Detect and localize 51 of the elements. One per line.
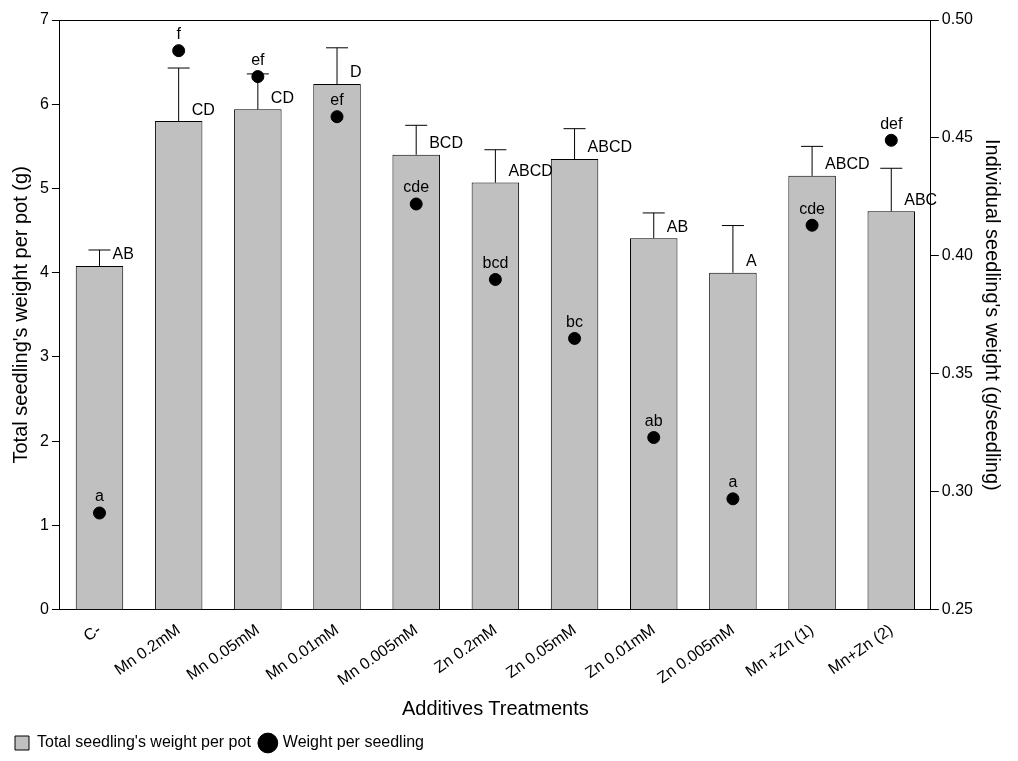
y2-tick-label: 0.40 xyxy=(941,246,974,264)
point xyxy=(488,272,502,286)
data-label: cde xyxy=(799,199,826,217)
x-axis-title: Additives Treatments xyxy=(402,696,589,719)
y-tick-label: 0 xyxy=(39,600,49,618)
y-tick-label: 3 xyxy=(39,347,49,365)
y2-tick-label: 0.45 xyxy=(941,128,974,146)
data-label: CD xyxy=(191,100,215,118)
point xyxy=(647,431,661,445)
x-tick-label: Mn +Zn (1) xyxy=(742,620,817,680)
x-tick-label: C- xyxy=(80,620,104,645)
y-tick-label: 6 xyxy=(39,94,49,112)
data-label: AB xyxy=(666,217,689,235)
data-label: ABCD xyxy=(587,138,633,156)
data-label: def xyxy=(880,114,903,132)
data-label: ab xyxy=(644,411,663,429)
data-label: a xyxy=(95,487,105,505)
data-label: f xyxy=(176,25,182,43)
point xyxy=(568,331,582,345)
y2-tick-label: 0.50 xyxy=(941,10,974,28)
y2-tick-label: 0.35 xyxy=(941,364,974,382)
data-label: ABCD xyxy=(825,155,870,173)
data-label: a xyxy=(728,473,738,491)
data-label: ef xyxy=(251,51,266,69)
data-label: CD xyxy=(270,88,294,106)
legend-label: Total seedling's weight per pot xyxy=(37,733,252,751)
data-label: AB xyxy=(112,245,134,263)
data-label: ef xyxy=(330,91,345,109)
data-label: bc xyxy=(566,312,584,330)
y2-axis-title: Individual seedling's weight (g/seedling) xyxy=(982,138,1005,491)
data-label: bcd xyxy=(482,253,509,271)
point xyxy=(172,44,186,58)
y-tick-label: 2 xyxy=(39,431,49,449)
legend-label: Weight per seedling xyxy=(282,733,424,751)
point xyxy=(884,133,898,147)
point xyxy=(409,197,423,211)
data-label: BCD xyxy=(429,134,463,152)
point xyxy=(805,218,819,232)
data-label: A xyxy=(745,252,757,270)
point xyxy=(330,110,344,124)
y-tick-label: 7 xyxy=(39,10,49,28)
y2-tick-label: 0.30 xyxy=(941,482,974,500)
y-tick-label: 5 xyxy=(39,178,49,196)
point xyxy=(92,506,106,520)
data-label: cde xyxy=(403,178,430,196)
point xyxy=(726,492,740,506)
y-tick-label: 4 xyxy=(39,263,49,281)
y2-tick-label: 0.25 xyxy=(941,600,974,618)
y-axis-title: Total seedling's weight per pot (g) xyxy=(8,166,31,464)
y-tick-label: 1 xyxy=(39,515,49,533)
data-label: D xyxy=(350,63,362,81)
